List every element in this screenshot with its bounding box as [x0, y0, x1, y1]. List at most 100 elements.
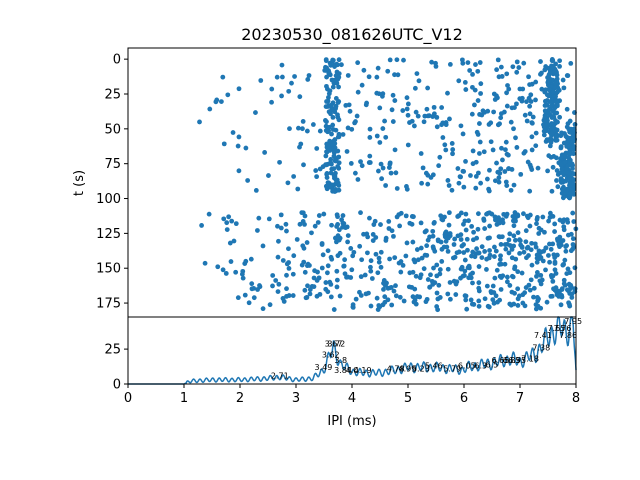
raster-point	[394, 57, 400, 63]
raster-point	[535, 165, 541, 171]
raster-point	[199, 223, 204, 228]
raster-point	[492, 244, 497, 250]
raster-point	[512, 290, 517, 296]
raster-point	[286, 88, 292, 94]
raster-point	[376, 259, 382, 265]
raster-point	[514, 145, 520, 150]
peak-label: 3.72	[327, 339, 345, 348]
raster-point	[357, 243, 363, 249]
ipi-x-tick-label: 3	[292, 391, 300, 406]
raster-point	[301, 162, 306, 168]
raster-point	[336, 154, 342, 160]
raster-point	[552, 255, 558, 260]
raster-point	[439, 216, 445, 222]
raster-point	[367, 126, 373, 132]
raster-point	[529, 240, 535, 246]
raster-point	[514, 59, 520, 65]
raster-point	[464, 236, 470, 242]
raster-point	[527, 223, 533, 229]
raster-point	[500, 273, 506, 279]
raster-point	[500, 220, 506, 226]
raster-point	[569, 295, 575, 300]
raster-point	[518, 242, 524, 248]
raster-point	[435, 296, 441, 302]
raster-point	[417, 294, 423, 300]
raster-point	[557, 234, 563, 240]
raster-point	[348, 246, 354, 251]
raster-point	[515, 303, 521, 308]
raster-point	[502, 242, 508, 247]
raster-point	[418, 220, 424, 226]
raster-point	[333, 103, 339, 109]
raster-point	[509, 167, 515, 172]
raster-point	[331, 307, 337, 312]
raster-point	[434, 114, 440, 120]
raster-point	[557, 217, 563, 223]
raster-point	[508, 119, 514, 125]
raster-point	[342, 257, 348, 263]
raster-point	[519, 95, 525, 101]
raster-point	[571, 151, 576, 157]
peak-label: 3.67	[325, 339, 343, 348]
raster-point	[358, 210, 363, 216]
raster-point	[436, 282, 442, 288]
raster-point	[542, 229, 547, 235]
raster-point	[409, 214, 415, 219]
raster-point	[249, 286, 255, 292]
raster-point	[202, 260, 208, 266]
peak-label: 7.76	[554, 324, 572, 333]
raster-point	[468, 173, 473, 178]
raster-point	[542, 67, 548, 73]
raster-point	[561, 154, 567, 160]
raster-point	[553, 94, 558, 99]
peak-label: 6.95	[508, 356, 526, 365]
raster-point	[404, 106, 410, 112]
raster-point	[418, 245, 424, 251]
raster-point	[414, 247, 420, 252]
raster-y-tick-label: 25	[104, 87, 121, 102]
raster-point	[380, 302, 386, 308]
raster-point	[403, 213, 409, 219]
raster-point	[492, 275, 498, 281]
raster-point	[362, 272, 368, 278]
raster-point	[553, 271, 559, 276]
raster-point	[535, 298, 541, 304]
raster-point	[415, 113, 421, 119]
raster-point	[400, 263, 406, 268]
raster-point	[270, 273, 276, 278]
peak-label: 4.0	[346, 366, 359, 375]
raster-point	[365, 234, 371, 240]
raster-point	[549, 293, 555, 299]
raster-point	[523, 228, 529, 234]
raster-point	[461, 169, 467, 174]
raster-point	[549, 103, 555, 109]
raster-point	[515, 213, 521, 219]
raster-point	[553, 68, 559, 74]
raster-point	[302, 269, 308, 275]
raster-point	[569, 291, 575, 297]
raster-point	[558, 302, 564, 308]
raster-point	[324, 65, 329, 71]
raster-point	[505, 152, 511, 158]
raster-point	[397, 223, 403, 229]
raster-point	[564, 143, 570, 149]
raster-point	[446, 183, 452, 188]
raster-point	[340, 213, 346, 218]
raster-point	[419, 180, 425, 186]
raster-point	[284, 228, 289, 234]
raster-point	[561, 85, 567, 91]
raster-point	[570, 236, 576, 242]
raster-point	[498, 261, 504, 267]
ipi-x-axis-label: IPI (ms)	[327, 414, 376, 429]
peak-label: 6.65	[491, 356, 509, 365]
raster-y-tick-label: 175	[96, 297, 121, 312]
raster-point	[567, 195, 572, 201]
raster-point	[379, 176, 385, 182]
raster-point	[329, 166, 335, 172]
raster-point	[534, 273, 539, 279]
raster-point	[489, 211, 495, 217]
peak-label: 5.79	[443, 364, 461, 373]
raster-point	[529, 262, 535, 268]
peak-label: 6.3	[474, 362, 487, 371]
raster-point	[553, 85, 559, 90]
